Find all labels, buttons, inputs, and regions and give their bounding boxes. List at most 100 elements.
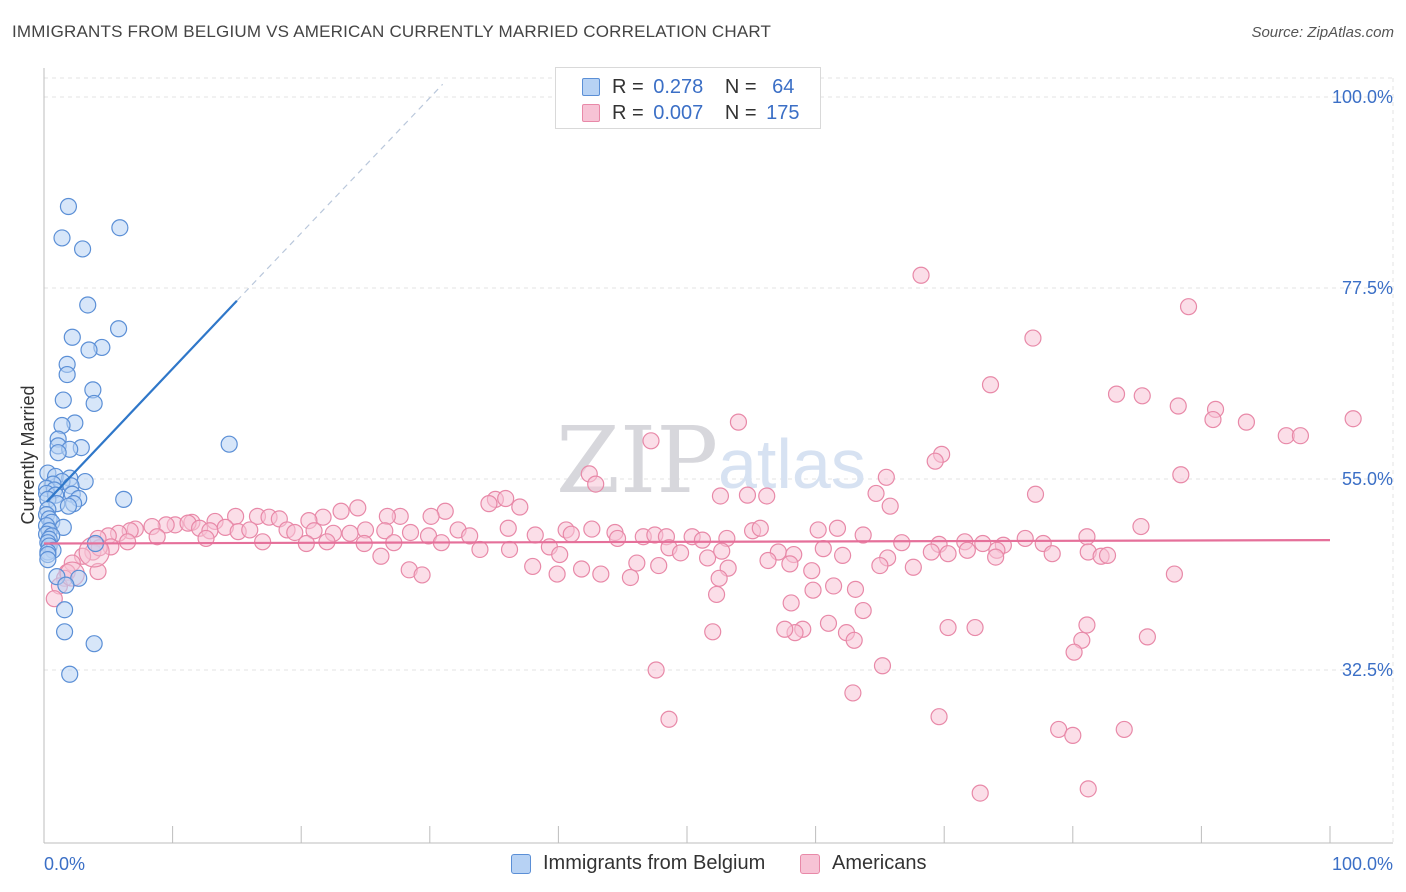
data-point bbox=[422, 507, 440, 525]
series-americans bbox=[45, 266, 1362, 802]
data-point bbox=[1024, 329, 1042, 347]
data-point bbox=[500, 540, 519, 559]
data-point bbox=[1138, 628, 1156, 646]
data-point bbox=[471, 540, 489, 559]
data-point bbox=[148, 528, 166, 546]
trend-lines bbox=[43, 83, 1331, 545]
y-tick-label-3: 32.5% bbox=[1342, 660, 1393, 680]
data-point bbox=[480, 495, 498, 513]
data-point bbox=[118, 533, 137, 551]
data-point bbox=[711, 487, 730, 505]
data-point bbox=[803, 562, 821, 580]
stats-r-label: R = bbox=[612, 76, 644, 98]
trend-line-pink bbox=[43, 539, 1331, 545]
data-point bbox=[80, 341, 98, 359]
stats-swatch-blue bbox=[582, 78, 600, 96]
data-point bbox=[548, 565, 566, 583]
data-point bbox=[1172, 466, 1190, 484]
data-point bbox=[39, 551, 57, 569]
source-label: Source: ZipAtlas.com bbox=[1251, 24, 1394, 41]
data-point bbox=[286, 523, 304, 542]
stats-box: R = 0.278 N = 64 R = 0.007 N = 175 bbox=[555, 67, 821, 129]
data-point bbox=[497, 489, 515, 508]
legend-swatch-blue bbox=[511, 854, 531, 874]
data-point bbox=[85, 635, 103, 653]
data-point bbox=[804, 581, 822, 599]
data-point bbox=[73, 240, 92, 258]
data-point bbox=[376, 522, 394, 540]
data-point bbox=[987, 548, 1005, 566]
data-point bbox=[926, 452, 944, 470]
data-point bbox=[1026, 485, 1045, 503]
data-point bbox=[1133, 387, 1151, 405]
data-point bbox=[109, 320, 128, 338]
data-point bbox=[254, 533, 272, 551]
data-point bbox=[1016, 529, 1034, 548]
data-point bbox=[819, 614, 838, 632]
watermark-zip: ZIP bbox=[556, 407, 718, 514]
data-point bbox=[628, 554, 646, 572]
data-point bbox=[1078, 616, 1096, 634]
data-point bbox=[854, 601, 872, 620]
y-tick-label-1: 77.5% bbox=[1342, 278, 1393, 298]
data-point bbox=[526, 526, 544, 544]
data-point bbox=[1098, 546, 1117, 565]
y-tick-labels: 100.0% 77.5% 55.0% 32.5% bbox=[1332, 87, 1393, 680]
data-point bbox=[1078, 528, 1096, 546]
data-point bbox=[759, 551, 777, 570]
x-tick-label-right: 100.0% bbox=[1332, 854, 1393, 874]
data-point bbox=[660, 710, 678, 728]
data-point bbox=[111, 219, 129, 237]
data-point bbox=[59, 197, 78, 216]
data-point bbox=[461, 527, 479, 545]
data-point bbox=[341, 524, 359, 542]
data-point bbox=[939, 618, 957, 637]
data-point bbox=[642, 432, 660, 450]
data-point bbox=[562, 525, 580, 543]
y-tick-label-0: 100.0% bbox=[1332, 87, 1393, 107]
data-point bbox=[621, 568, 640, 587]
data-point bbox=[893, 534, 911, 552]
data-point bbox=[974, 534, 992, 553]
data-point bbox=[524, 557, 542, 576]
data-point bbox=[904, 558, 922, 576]
data-point bbox=[1169, 397, 1187, 415]
y-tick-label-2: 55.0% bbox=[1342, 469, 1393, 489]
data-point bbox=[814, 540, 832, 558]
data-point bbox=[45, 590, 63, 608]
data-point bbox=[413, 566, 431, 584]
legend-label: Americans bbox=[832, 852, 927, 874]
data-point bbox=[1179, 298, 1198, 316]
data-point bbox=[1165, 565, 1183, 583]
axes bbox=[43, 68, 1393, 844]
data-point bbox=[583, 520, 601, 538]
data-point bbox=[1073, 631, 1091, 649]
data-point bbox=[782, 594, 800, 612]
data-point bbox=[1344, 410, 1362, 428]
data-point bbox=[713, 542, 731, 560]
data-point bbox=[1204, 410, 1222, 429]
data-point bbox=[1107, 385, 1126, 403]
data-point bbox=[930, 708, 948, 726]
data-point bbox=[650, 556, 668, 575]
data-point bbox=[1291, 427, 1310, 445]
stats-r-value: 0.278 bbox=[653, 76, 704, 98]
data-point bbox=[809, 521, 827, 539]
data-point bbox=[305, 522, 323, 540]
data-point bbox=[55, 623, 74, 641]
data-point bbox=[54, 391, 72, 409]
data-point bbox=[401, 523, 420, 542]
data-point bbox=[825, 577, 843, 595]
data-point bbox=[729, 413, 748, 431]
data-point bbox=[85, 394, 103, 413]
data-point bbox=[846, 580, 865, 598]
data-point bbox=[332, 502, 350, 520]
data-point bbox=[1065, 643, 1083, 661]
data-point bbox=[349, 499, 367, 517]
data-point bbox=[834, 546, 852, 565]
data-point bbox=[57, 576, 75, 594]
data-point bbox=[1132, 517, 1150, 536]
data-point bbox=[828, 519, 847, 537]
trend-line-blue-extension bbox=[236, 83, 444, 302]
x-tick-label-left: 0.0% bbox=[44, 854, 85, 874]
